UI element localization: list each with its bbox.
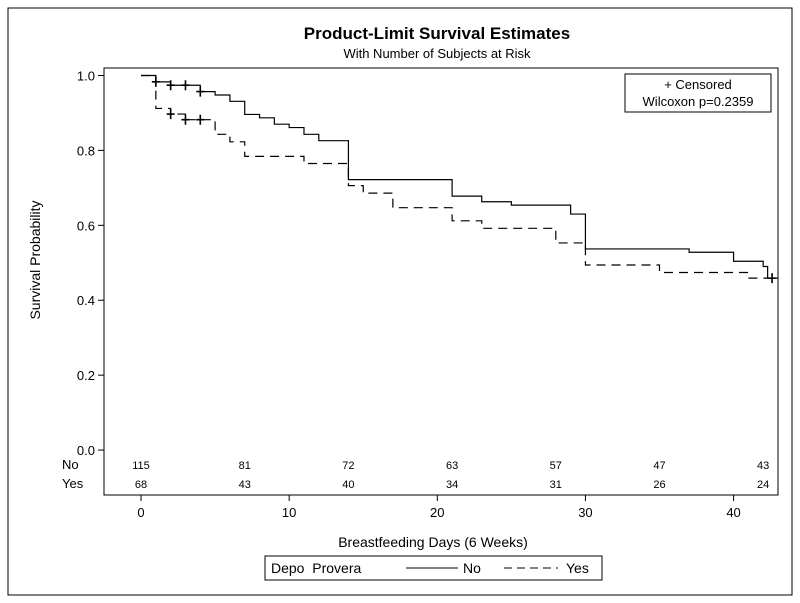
at-risk-count: 81 bbox=[239, 460, 251, 472]
chart-title: Product-Limit Survival Estimates bbox=[304, 24, 570, 43]
y-tick-label: 0.0 bbox=[77, 443, 95, 458]
at-risk-table: No 115 81 72 63 57 47 43 Yes 68 43 40 34 31 26 24 bbox=[62, 457, 769, 491]
censor-mark-yes bbox=[181, 114, 190, 125]
x-tick-label: 0 bbox=[137, 505, 144, 520]
chart-subtitle: With Number of Subjects at Risk bbox=[343, 46, 531, 61]
at-risk-count: 31 bbox=[550, 479, 562, 491]
plot-frame bbox=[103, 67, 779, 496]
censor-mark-no bbox=[181, 80, 190, 91]
at-risk-count: 43 bbox=[757, 460, 769, 472]
censored-note: + Censored bbox=[664, 77, 732, 92]
y-tick-label: 0.2 bbox=[77, 368, 95, 383]
x-tick-label: 20 bbox=[430, 505, 444, 520]
x-axis-label: Breastfeeding Days (6 Weeks) bbox=[338, 534, 528, 550]
x-tick-label: 30 bbox=[578, 505, 592, 520]
series-line-no bbox=[141, 74, 778, 279]
censor-mark-yes bbox=[166, 109, 175, 120]
legend-label-no: No bbox=[463, 560, 481, 576]
y-tick-label: 0.6 bbox=[77, 218, 95, 233]
at-risk-count: 40 bbox=[342, 479, 354, 491]
at-risk-count: 72 bbox=[342, 460, 354, 472]
y-axis: 0.0 0.2 0.4 0.6 0.8 1.0 bbox=[77, 68, 104, 458]
series-line-yes bbox=[141, 74, 778, 279]
at-risk-row-label: Yes bbox=[62, 476, 84, 491]
legend: Depo Provera No Yes bbox=[264, 555, 603, 581]
at-risk-count: 115 bbox=[132, 460, 150, 472]
censor-mark-yes bbox=[196, 114, 205, 125]
censor-mark-no bbox=[196, 86, 205, 97]
at-risk-count: 63 bbox=[446, 460, 458, 472]
y-tick-label: 0.4 bbox=[77, 293, 95, 308]
at-risk-count: 34 bbox=[446, 479, 458, 491]
wilcoxon-note: Wilcoxon p=0.2359 bbox=[643, 94, 754, 109]
x-tick-label: 40 bbox=[726, 505, 740, 520]
survival-curves bbox=[141, 74, 778, 284]
stat-inset-frame bbox=[624, 73, 772, 113]
legend-title: Depo Provera bbox=[271, 560, 361, 576]
y-axis-label: Survival Probability bbox=[27, 200, 43, 319]
at-risk-row-label: No bbox=[62, 457, 79, 472]
at-risk-count: 68 bbox=[135, 479, 147, 491]
at-risk-count: 43 bbox=[239, 479, 251, 491]
censor-mark-no bbox=[166, 80, 175, 91]
x-axis: 0 10 20 30 40 bbox=[137, 495, 741, 520]
at-risk-count: 57 bbox=[550, 460, 562, 472]
stat-inset: + Censored Wilcoxon p=0.2359 bbox=[624, 73, 772, 113]
y-tick-label: 0.8 bbox=[77, 143, 95, 158]
y-tick-label: 1.0 bbox=[77, 68, 95, 83]
at-risk-count: 24 bbox=[757, 479, 769, 491]
at-risk-count: 47 bbox=[653, 460, 665, 472]
x-tick-label: 10 bbox=[282, 505, 296, 520]
legend-label-yes: Yes bbox=[566, 560, 589, 576]
at-risk-count: 26 bbox=[653, 479, 665, 491]
